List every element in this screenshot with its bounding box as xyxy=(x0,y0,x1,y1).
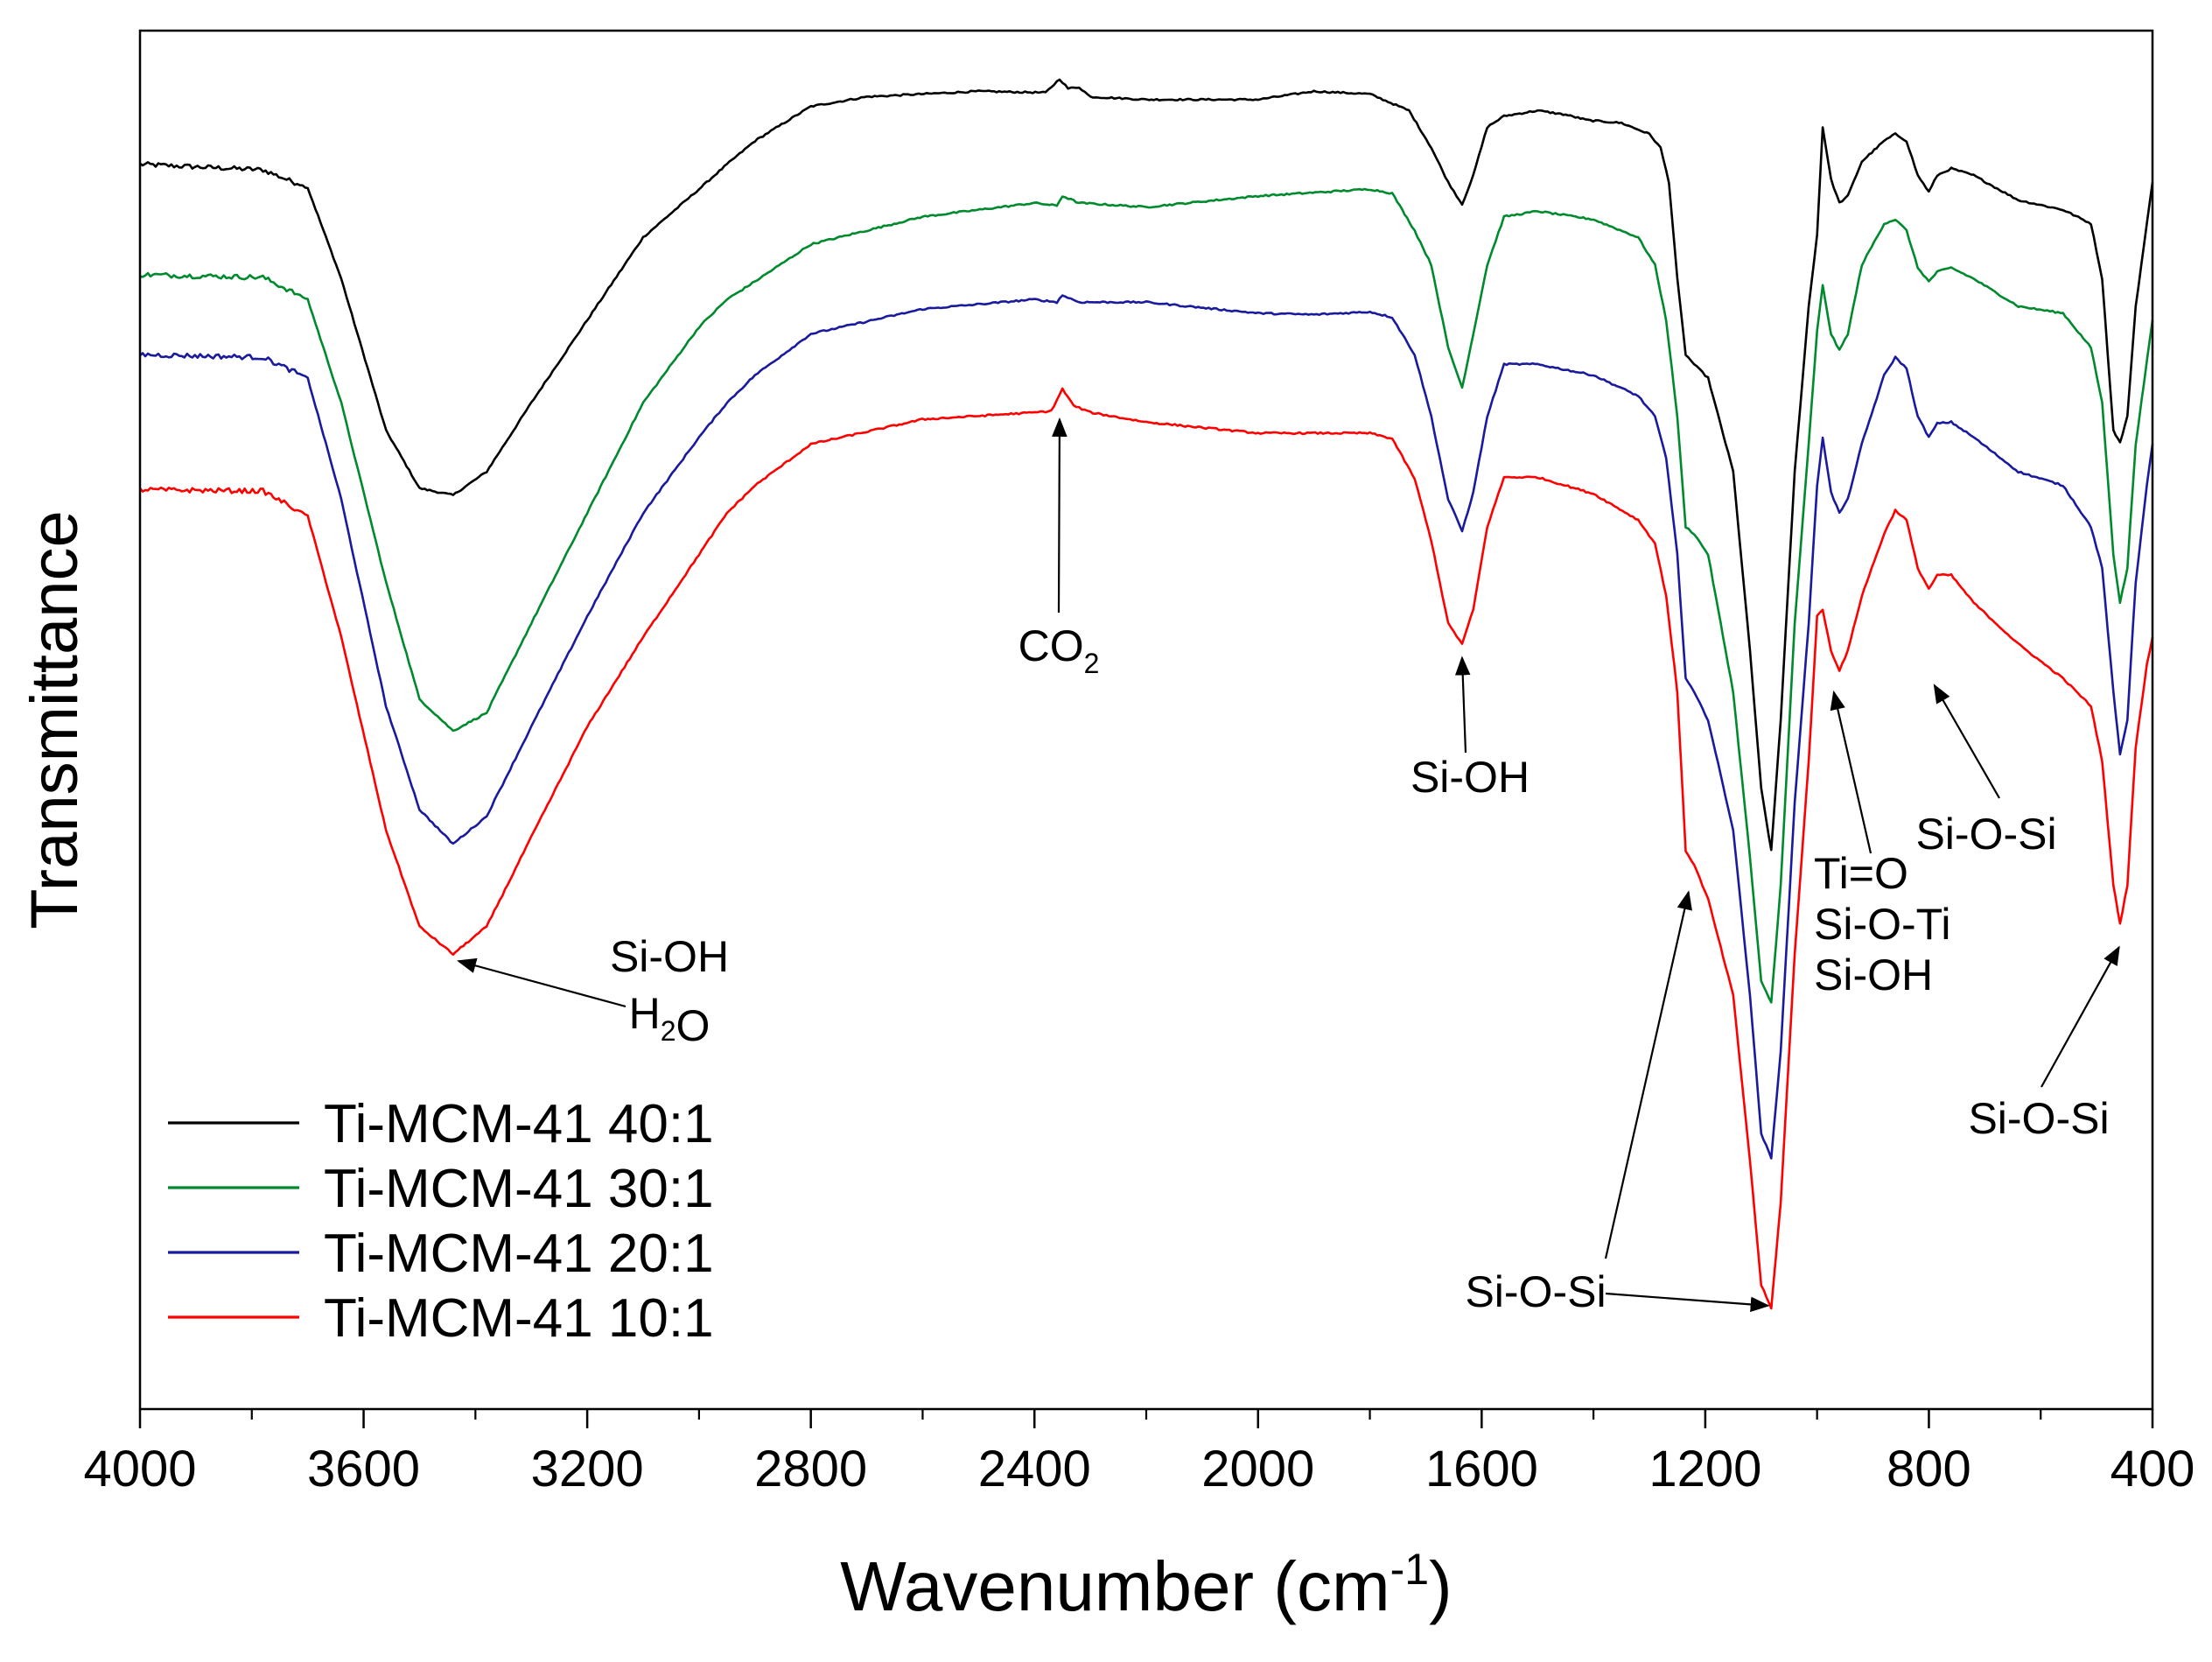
annotation-3: Si-OH xyxy=(1410,656,1530,802)
annotation-text: Si-OH xyxy=(1814,950,1933,999)
annotation-6: Si-O-Si xyxy=(1465,890,1770,1316)
annotation-2: CO2 xyxy=(1018,417,1100,679)
y-axis-title: Transmittance xyxy=(18,510,92,929)
annotation-text: Si-O-Ti xyxy=(1814,900,1950,949)
annotation-text: Si-O-Si xyxy=(1915,810,2056,859)
annotation-text: Si-O-Si xyxy=(1465,1267,1606,1316)
annotation-1: Si-OH H2O xyxy=(457,932,729,1050)
annotation-layer: Si-OHH2OCO2Si-OHTi=OSi-O-TiSi-OHSi-O-SiS… xyxy=(457,417,2120,1316)
series-line-4 xyxy=(139,387,2154,1310)
x-tick-label: 2800 xyxy=(754,1441,867,1497)
x-axis-title: Wavenumber (cm-1) xyxy=(840,1545,1452,1625)
series-layer xyxy=(139,78,2154,1310)
annotation-7: Si-O-Si xyxy=(1968,945,2120,1143)
legend-label: Ti-MCM-41 20:1 xyxy=(324,1224,714,1284)
x-tick-label: 3200 xyxy=(531,1441,644,1497)
x-tick-label: 1200 xyxy=(1648,1441,1761,1497)
x-tick-label: 2000 xyxy=(1201,1441,1314,1497)
annotation-arrow xyxy=(1830,690,1872,854)
annotation-arrow xyxy=(1933,684,2000,799)
legend: Ti-MCM-41 40:1Ti-MCM-41 30:1Ti-MCM-41 20… xyxy=(168,1094,714,1349)
annotation-text: Si-OH xyxy=(1410,753,1530,802)
annotation-arrow xyxy=(2040,945,2120,1088)
annotation-text: Si-OH xyxy=(610,932,729,981)
annotation-arrow xyxy=(1454,656,1471,754)
legend-label: Ti-MCM-41 10:1 xyxy=(324,1288,714,1349)
x-axis-ticks: 4000 3600 3200 2800 2400 2000 1600 1200 800 400 xyxy=(83,1409,2194,1497)
annotation-arrow xyxy=(457,957,626,1008)
annotation-text: H2O xyxy=(629,989,710,1050)
series-line-1 xyxy=(139,78,2154,852)
x-tick-label: 1600 xyxy=(1425,1441,1538,1497)
legend-label: Ti-MCM-41 30:1 xyxy=(324,1159,714,1219)
series-line-3 xyxy=(139,294,2154,1160)
annotation-arrow xyxy=(1604,890,1692,1259)
x-tick-label: 4000 xyxy=(83,1441,196,1497)
series-line-2 xyxy=(139,187,2154,1004)
annotation-5: Si-O-Si xyxy=(1915,684,2057,859)
annotation-text: CO2 xyxy=(1018,621,1100,679)
annotation-arrow xyxy=(1605,1292,1770,1313)
x-tick-label: 2400 xyxy=(978,1441,1091,1497)
annotation-text: Ti=O xyxy=(1814,849,1908,898)
annotation-arrow xyxy=(1052,417,1068,614)
x-tick-label: 400 xyxy=(2110,1441,2195,1497)
annotation-text: Si-O-Si xyxy=(1968,1094,2109,1143)
legend-label: Ti-MCM-41 40:1 xyxy=(324,1094,714,1154)
x-tick-label: 3600 xyxy=(307,1441,420,1497)
x-tick-label: 800 xyxy=(1886,1441,1971,1497)
